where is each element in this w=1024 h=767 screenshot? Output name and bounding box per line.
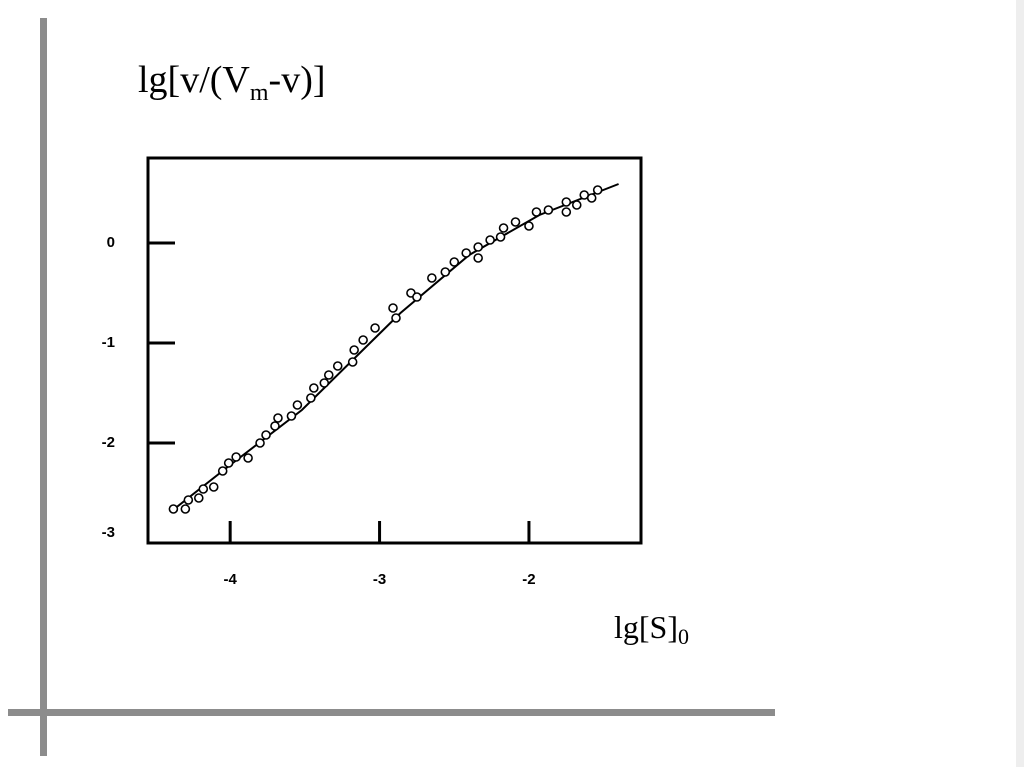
y-tick-label: -1 bbox=[102, 334, 115, 351]
y-title-part: -v)] bbox=[269, 59, 326, 101]
plot-frame bbox=[146, 156, 643, 545]
x-tick-label: -3 bbox=[373, 571, 386, 588]
y-title-part: lg[v/(V bbox=[138, 59, 250, 101]
decor-horizontal-line bbox=[8, 709, 775, 716]
data-point bbox=[524, 221, 534, 231]
data-point bbox=[198, 484, 209, 494]
data-point bbox=[332, 361, 343, 371]
x-tick-label: -2 bbox=[522, 571, 535, 588]
data-point bbox=[243, 453, 253, 463]
data-point bbox=[180, 504, 191, 514]
data-point bbox=[183, 495, 194, 505]
y-title-subscript: m bbox=[250, 80, 269, 106]
data-point bbox=[449, 257, 460, 267]
y-tick-label: -2 bbox=[102, 434, 115, 451]
data-point bbox=[485, 235, 495, 245]
data-point bbox=[543, 205, 554, 215]
data-point bbox=[319, 378, 330, 388]
data-point bbox=[270, 421, 280, 431]
data-point bbox=[531, 207, 542, 217]
x-tick-label: -4 bbox=[223, 571, 237, 588]
data-point bbox=[561, 197, 572, 207]
data-point bbox=[292, 400, 303, 410]
edge-shadow bbox=[1016, 0, 1024, 767]
data-point bbox=[217, 466, 228, 476]
data-point bbox=[306, 393, 316, 403]
data-point bbox=[223, 458, 234, 468]
data-point bbox=[370, 323, 380, 333]
data-point bbox=[388, 303, 398, 313]
y-tick-label: 0 bbox=[107, 234, 115, 251]
data-point bbox=[473, 242, 483, 252]
data-point bbox=[168, 504, 179, 514]
data-point bbox=[349, 345, 359, 355]
data-point bbox=[427, 273, 437, 283]
data-point bbox=[273, 413, 283, 423]
data-point bbox=[193, 493, 204, 503]
y-tick-label: -3 bbox=[102, 524, 115, 541]
data-point bbox=[255, 438, 265, 448]
data-point bbox=[561, 207, 572, 217]
data-point bbox=[571, 200, 582, 210]
x-title-subscript: 0 bbox=[678, 624, 689, 649]
data-point bbox=[440, 267, 451, 277]
x-title-part: lg[S] bbox=[614, 609, 678, 645]
data-point bbox=[592, 185, 603, 195]
data-point bbox=[461, 248, 472, 258]
data-point bbox=[495, 232, 506, 242]
decor-vertical-line bbox=[40, 18, 47, 756]
data-point bbox=[323, 370, 334, 380]
data-point bbox=[391, 313, 401, 323]
data-point bbox=[208, 482, 219, 492]
x-axis-title: lg[S]0 bbox=[614, 609, 689, 649]
data-point bbox=[358, 335, 368, 345]
data-point bbox=[309, 383, 319, 393]
data-point bbox=[347, 357, 358, 367]
data-point bbox=[586, 193, 597, 203]
y-axis-title: lg[v/(Vm-v)] bbox=[138, 59, 326, 106]
data-point bbox=[286, 411, 297, 421]
data-point bbox=[498, 223, 509, 233]
data-point bbox=[473, 253, 483, 263]
data-point bbox=[261, 430, 271, 440]
data-point bbox=[412, 292, 422, 302]
data-point bbox=[510, 217, 521, 227]
data-point bbox=[231, 452, 241, 462]
